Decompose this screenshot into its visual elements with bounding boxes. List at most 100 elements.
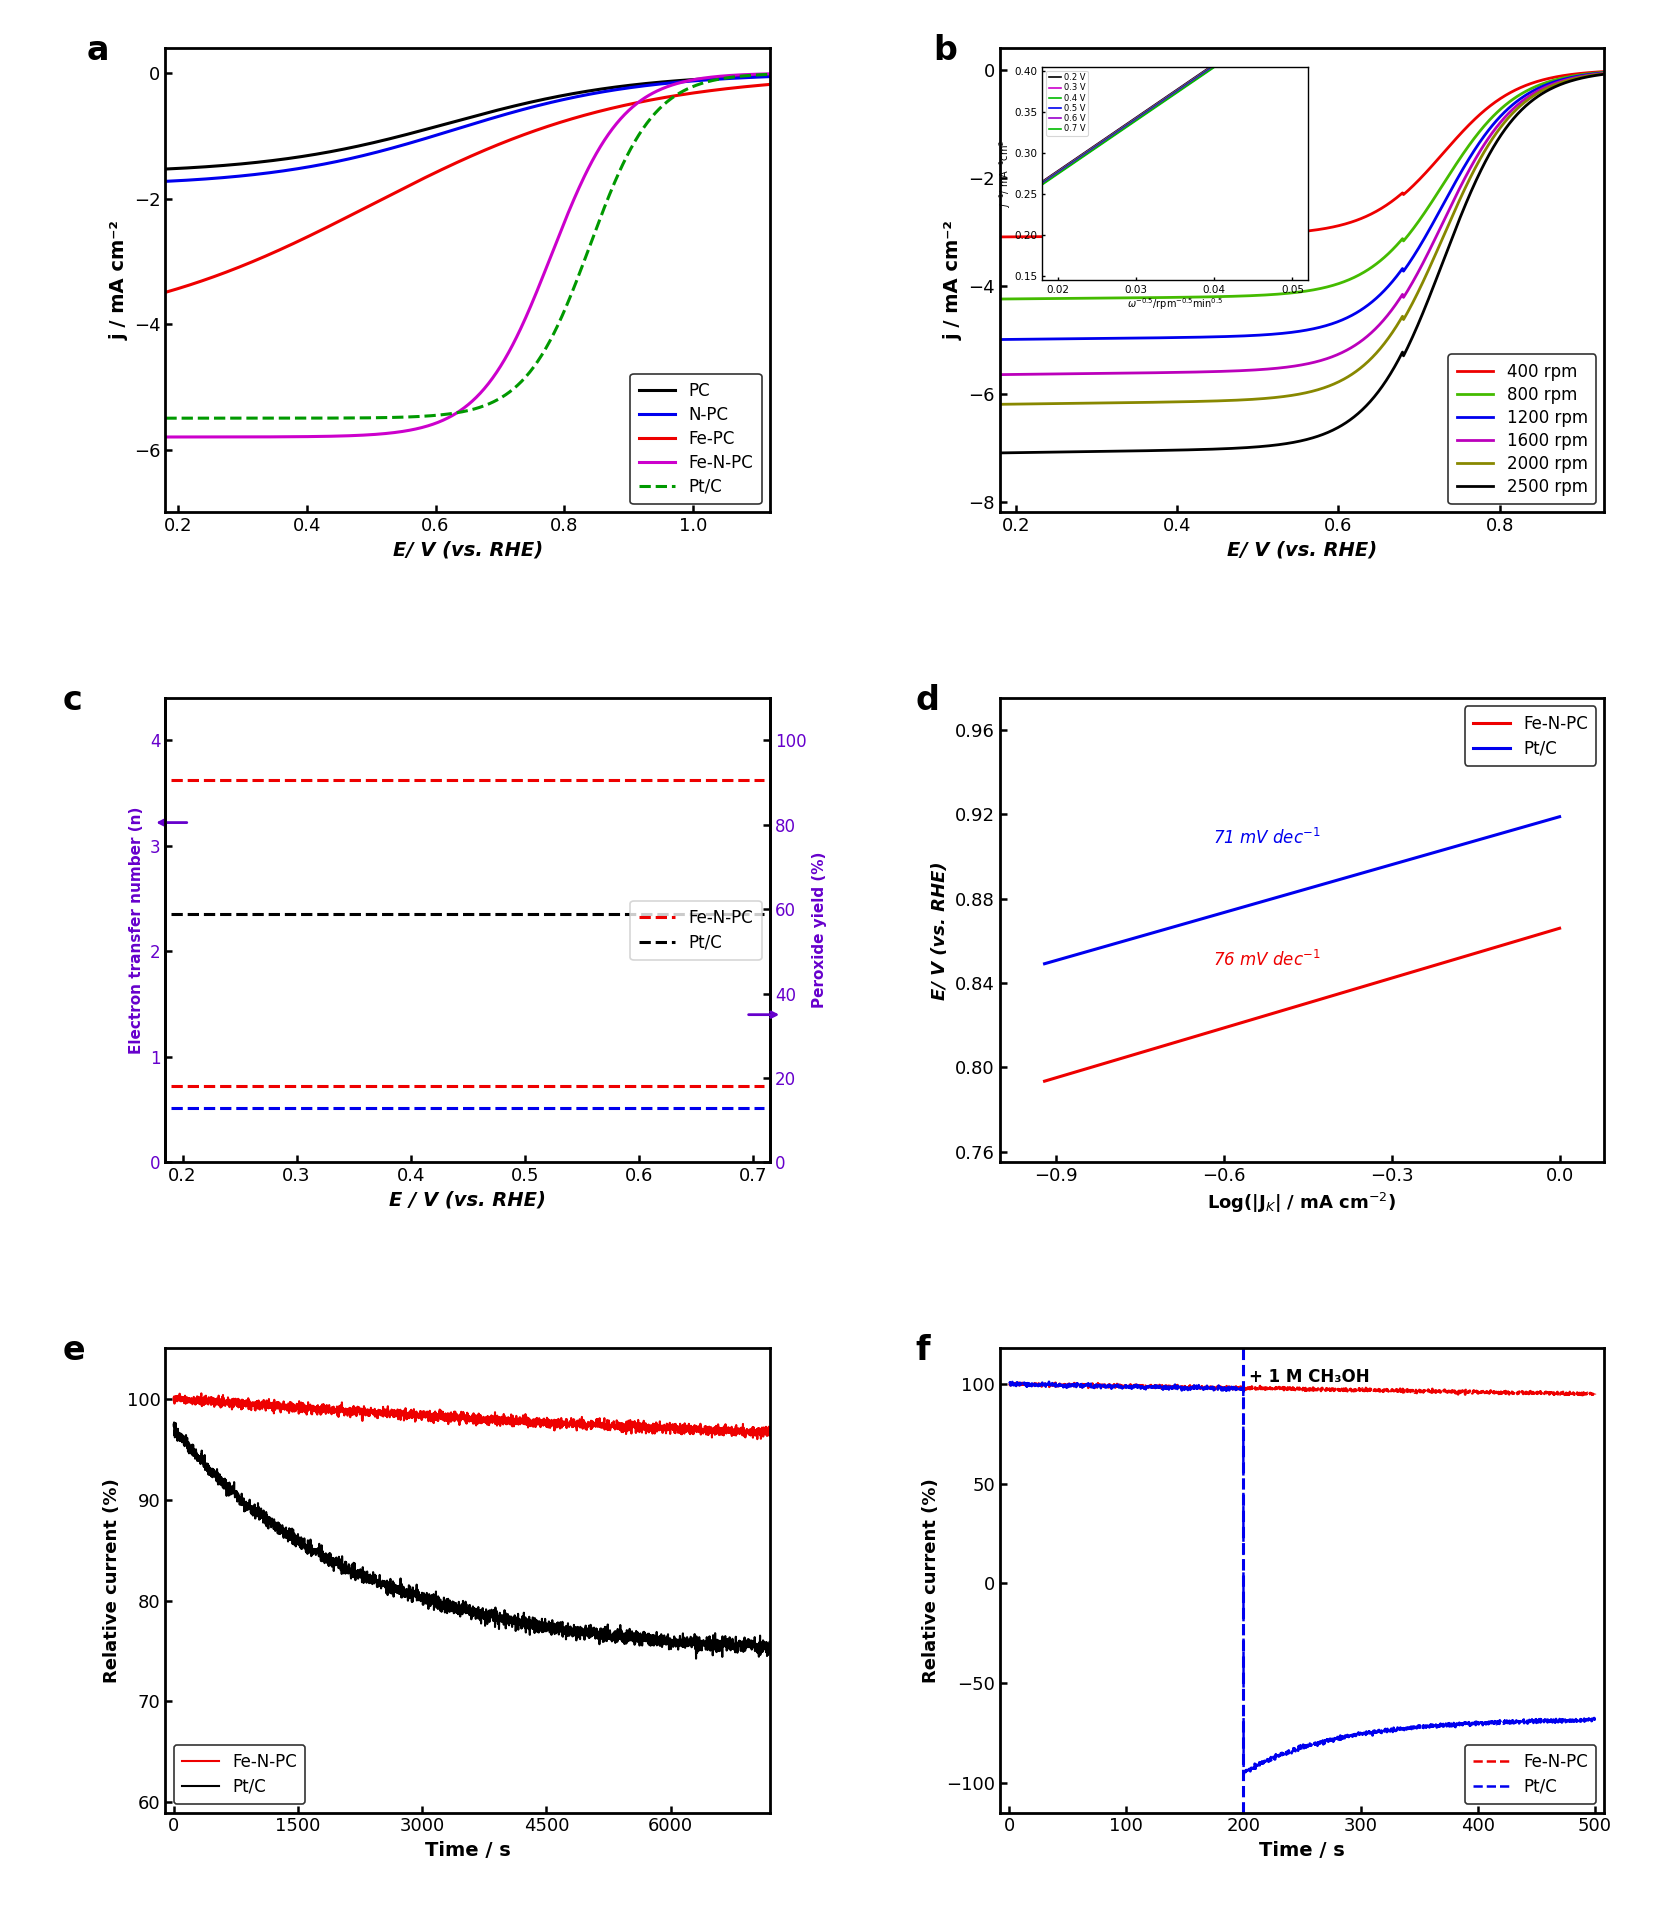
Pt/C: [1234, 1763, 1254, 1786]
Fe-N-PC: [1035, 1070, 1055, 1093]
Pt/C: [232, 1486, 251, 1509]
Fe-N-PC: [749, 1421, 769, 1444]
1200 rpm: [1594, 61, 1614, 84]
PC: [263, 150, 283, 173]
Fe-N-PC: [761, 63, 781, 86]
2000 rpm: [1446, 199, 1465, 222]
2500 rpm: [1346, 403, 1366, 426]
1600 rpm: [1097, 363, 1116, 386]
Pt/C: [749, 1632, 769, 1655]
Text: f: f: [915, 1335, 930, 1368]
Line: Fe-N-PC: Fe-N-PC: [165, 75, 771, 437]
Fe-N-PC: [1300, 992, 1320, 1015]
N-PC: [155, 171, 175, 194]
N-PC: [263, 161, 283, 184]
PC: [511, 92, 531, 115]
Fe-N-PC: [233, 769, 253, 792]
Fe-N-PC: [511, 315, 531, 338]
PC: [311, 142, 331, 165]
Pt/C: [1300, 877, 1320, 900]
400 rpm: [1145, 224, 1164, 247]
PC: [155, 157, 175, 180]
Fe-N-PC: [1571, 1385, 1591, 1408]
Line: 2500 rpm: 2500 rpm: [999, 75, 1604, 453]
X-axis label: E / V (vs. RHE): E / V (vs. RHE): [389, 1191, 546, 1210]
Line: 2000 rpm: 2000 rpm: [999, 73, 1604, 405]
1200 rpm: [1264, 322, 1284, 345]
Pt/C: [761, 1640, 781, 1663]
1200 rpm: [989, 328, 1009, 351]
2000 rpm: [1145, 391, 1164, 414]
Line: Fe-PC: Fe-PC: [165, 84, 771, 292]
Text: b: b: [933, 35, 958, 67]
Fe-PC: [761, 73, 781, 96]
Pt/C: [754, 903, 774, 926]
Fe-N-PC: [1029, 1373, 1049, 1396]
Legend: Fe-N-PC, Pt/C: Fe-N-PC, Pt/C: [174, 1745, 304, 1805]
2000 rpm: [1594, 61, 1614, 84]
Pt/C: [155, 407, 175, 430]
Line: PC: PC: [165, 77, 771, 169]
Line: Pt/C: Pt/C: [1045, 817, 1560, 963]
Pt/C: [1029, 1373, 1049, 1396]
Pt/C: [1568, 1709, 1588, 1732]
Fe-PC: [559, 107, 579, 130]
Text: e: e: [63, 1335, 86, 1368]
Pt/C: [1568, 1709, 1588, 1732]
Legend: 400 rpm, 800 rpm, 1200 rpm, 1600 rpm, 2000 rpm, 2500 rpm: 400 rpm, 800 rpm, 1200 rpm, 1600 rpm, 20…: [1449, 355, 1596, 504]
Fe-N-PC: [1523, 924, 1543, 947]
Pt/C: [1585, 1707, 1604, 1730]
2000 rpm: [1264, 386, 1284, 409]
Legend: Fe-N-PC, Pt/C: Fe-N-PC, Pt/C: [1465, 706, 1596, 765]
Fe-N-PC: [192, 1381, 212, 1404]
Y-axis label: Peroxide yield (%): Peroxide yield (%): [812, 852, 827, 1009]
400 rpm: [1097, 224, 1116, 247]
Fe-N-PC: [559, 199, 579, 222]
Pt/C: [164, 1412, 184, 1435]
Fe-N-PC: [1133, 1040, 1153, 1063]
Fe-N-PC: [395, 769, 415, 792]
Line: 400 rpm: 400 rpm: [999, 71, 1604, 238]
Text: d: d: [915, 685, 939, 717]
800 rpm: [1594, 61, 1614, 84]
400 rpm: [1446, 129, 1465, 152]
PC: [761, 65, 781, 88]
800 rpm: [1097, 286, 1116, 309]
Fe-N-PC: [1285, 1379, 1305, 1402]
N-PC: [559, 86, 579, 109]
2500 rpm: [1145, 439, 1164, 462]
Fe-N-PC: [1568, 1383, 1588, 1406]
2000 rpm: [1394, 309, 1414, 332]
Fe-N-PC: [685, 1419, 705, 1442]
2000 rpm: [1097, 391, 1116, 414]
PC: [428, 115, 448, 138]
2500 rpm: [1446, 219, 1465, 242]
2500 rpm: [1394, 345, 1414, 368]
Line: 1600 rpm: 1600 rpm: [999, 73, 1604, 374]
Pt/C: [1269, 1745, 1288, 1768]
Pt/C: [610, 157, 630, 180]
Fe-N-PC: [761, 1421, 781, 1444]
Fe-N-PC: [1550, 917, 1570, 940]
Fe-N-PC: [160, 769, 180, 792]
Pt/C: [418, 1598, 438, 1621]
1200 rpm: [1446, 171, 1465, 194]
Fe-N-PC: [392, 1400, 412, 1423]
800 rpm: [1346, 265, 1366, 288]
Fe-N-PC: [1154, 1034, 1174, 1057]
400 rpm: [1394, 182, 1414, 205]
Pt/C: [1508, 817, 1528, 840]
800 rpm: [989, 288, 1009, 311]
Legend: Fe-N-PC, Pt/C: Fe-N-PC, Pt/C: [630, 901, 762, 959]
1600 rpm: [1264, 357, 1284, 380]
X-axis label: E/ V (vs. RHE): E/ V (vs. RHE): [1227, 541, 1378, 560]
Fe-N-PC: [592, 769, 612, 792]
Pt/C: [534, 903, 554, 926]
Fe-PC: [155, 280, 175, 303]
Pt/C: [685, 1632, 705, 1655]
Pt/C: [1035, 951, 1055, 974]
Line: Fe-N-PC: Fe-N-PC: [174, 1392, 771, 1438]
Legend: Fe-N-PC, Pt/C: Fe-N-PC, Pt/C: [1465, 1745, 1596, 1805]
X-axis label: Log(|J$_K$| / mA cm$^{-2}$): Log(|J$_K$| / mA cm$^{-2}$): [1207, 1191, 1396, 1214]
2000 rpm: [1346, 361, 1366, 384]
